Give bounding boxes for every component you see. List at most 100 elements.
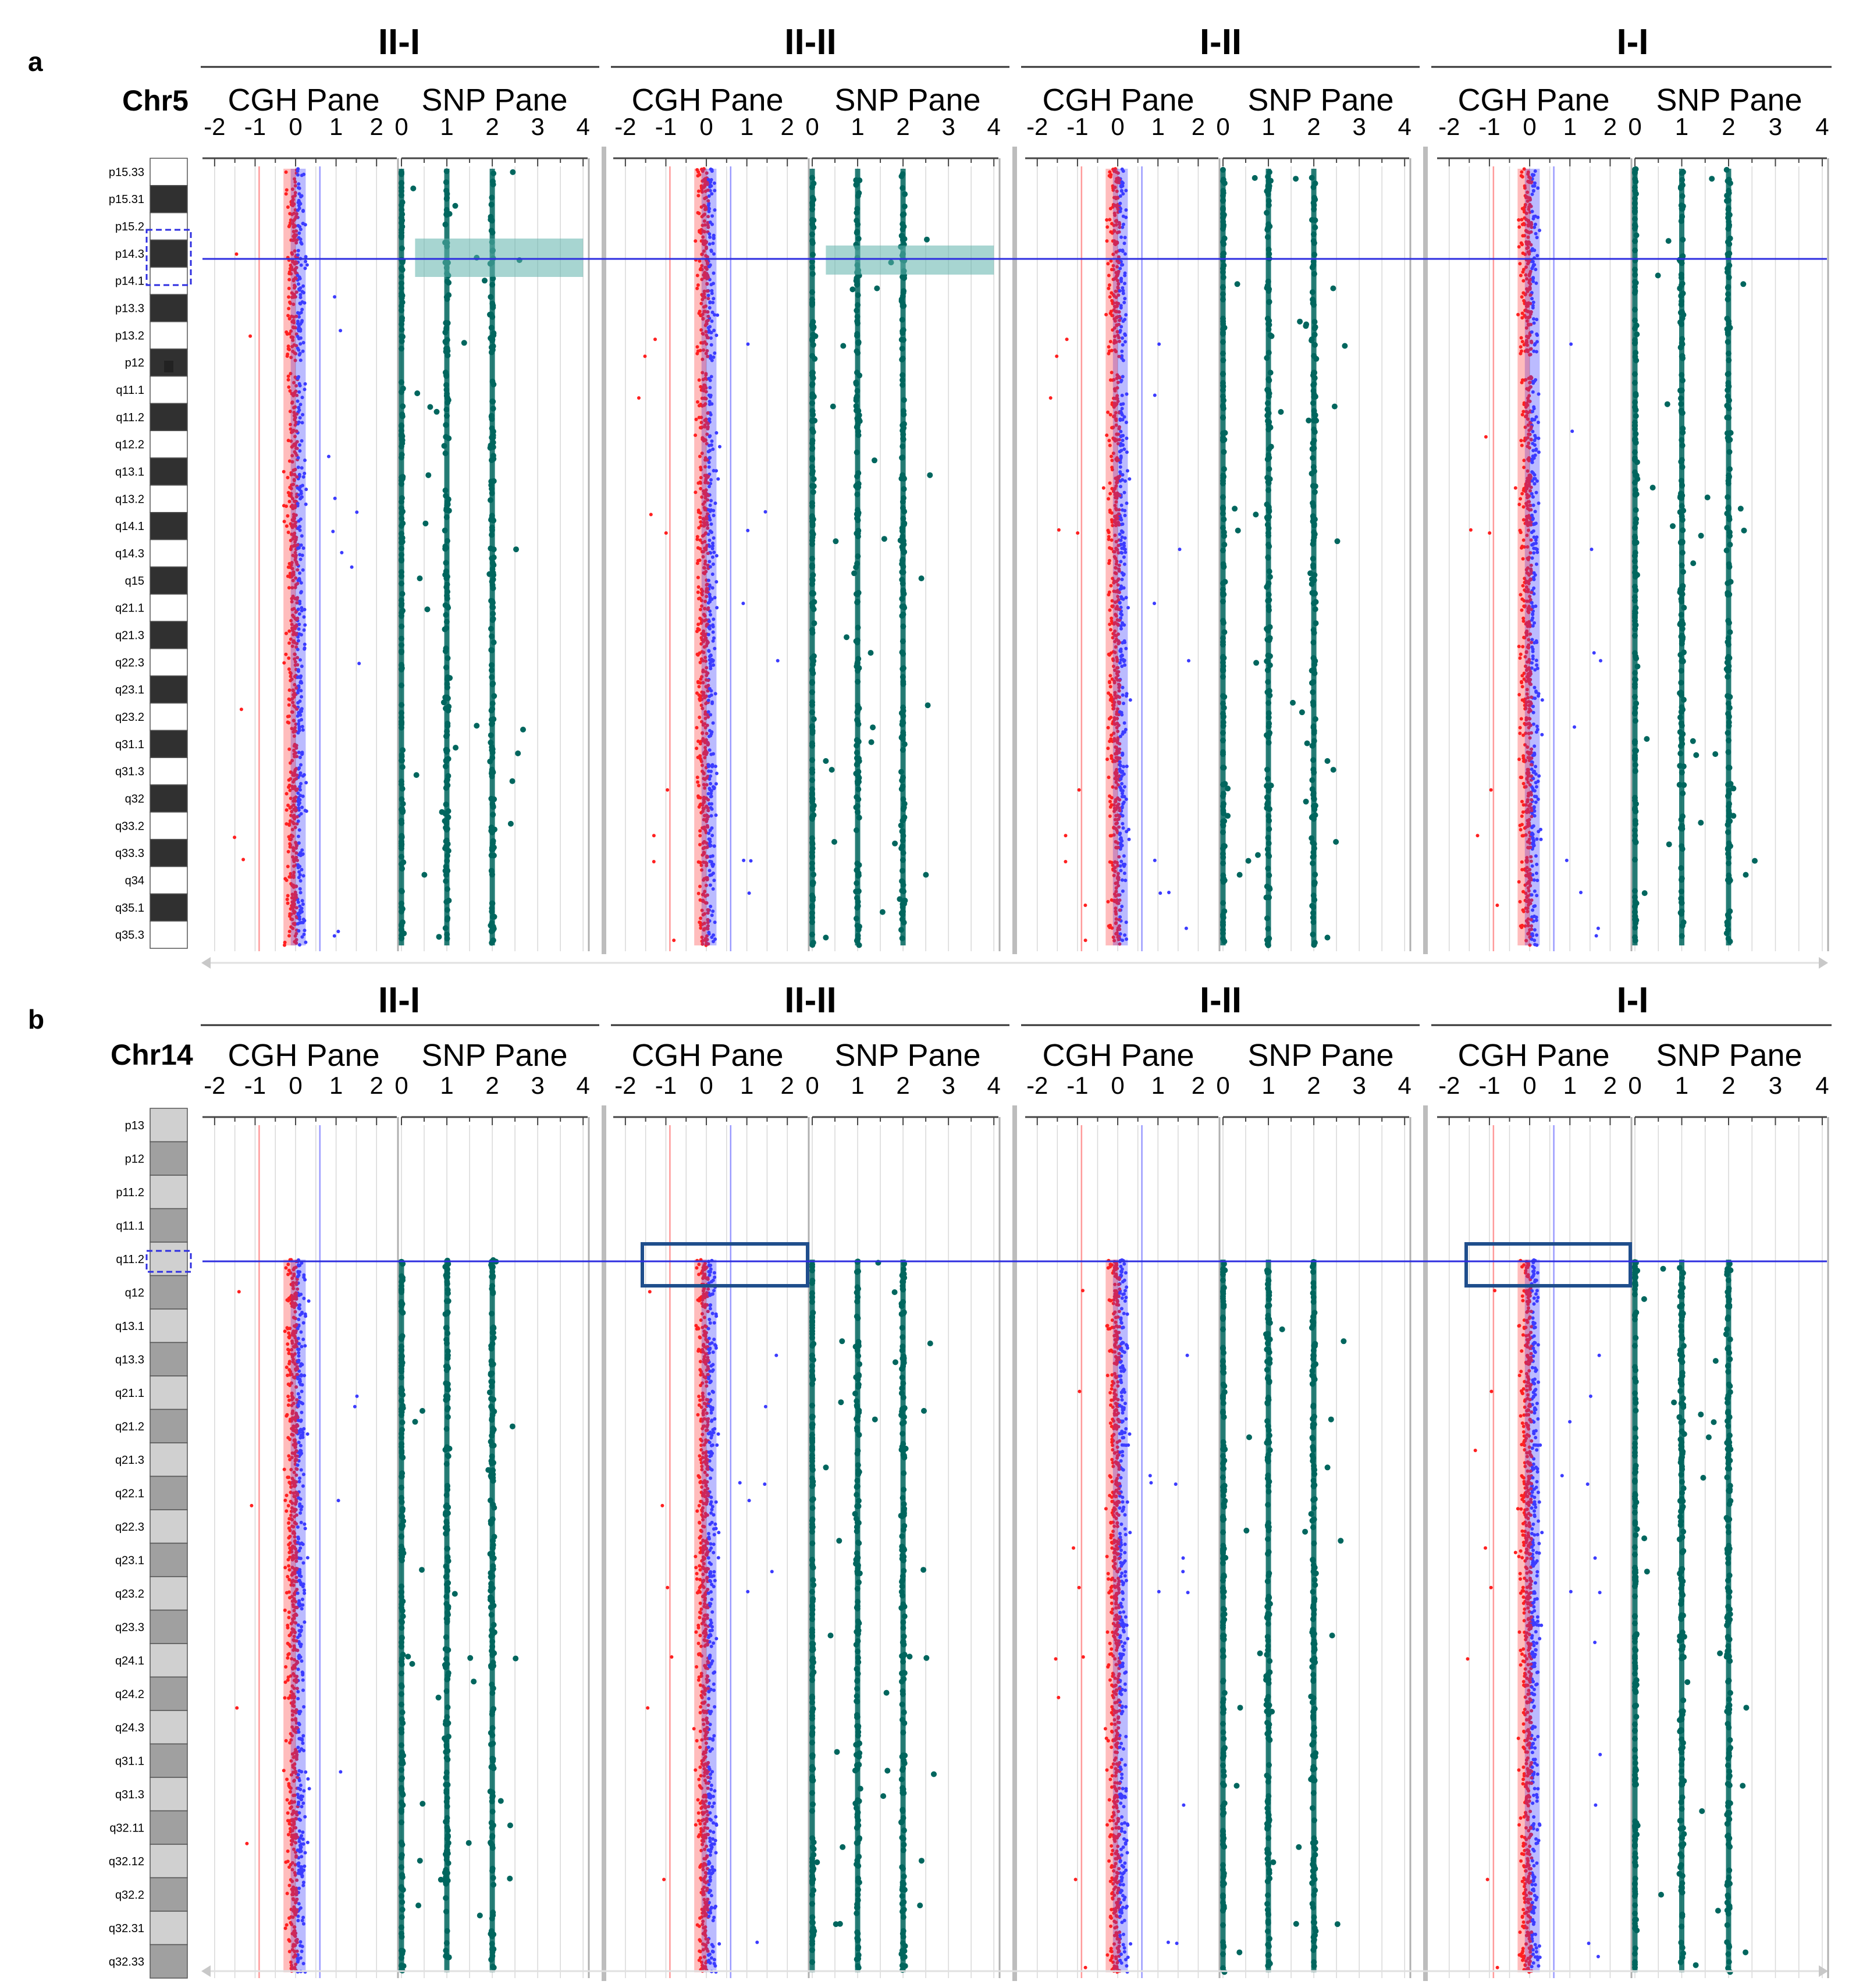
cgh-point — [295, 822, 299, 826]
snp-pane-title: SNP Pane — [834, 1038, 980, 1073]
snp-tick-label: 1 — [1261, 1072, 1275, 1099]
cgh-point — [1573, 725, 1576, 729]
cgh-point — [295, 773, 299, 777]
snp-point — [892, 840, 898, 847]
cgh-point — [652, 860, 656, 863]
cgh-point — [300, 664, 304, 668]
snp-point — [829, 767, 835, 773]
snp-point — [1330, 285, 1336, 291]
cgh-point — [303, 929, 307, 933]
cgh-point — [300, 935, 304, 939]
cgh-point — [297, 337, 301, 340]
cgh-point — [298, 351, 302, 355]
snp-tick-label: 3 — [531, 113, 544, 140]
group-divider — [602, 147, 606, 954]
snp-tick-label: 3 — [1769, 113, 1782, 140]
cgh-point — [643, 354, 647, 358]
snp-point — [1232, 506, 1238, 512]
chromosome-label-chr5: Chr5 — [122, 84, 189, 117]
snp-point — [881, 536, 887, 542]
cgh-point — [297, 612, 301, 616]
snp-tick-label: 1 — [1675, 1072, 1688, 1099]
cgh-point — [295, 393, 299, 397]
snp-point — [510, 169, 516, 175]
cgh-point — [296, 568, 300, 572]
snp-tick-label: 4 — [1815, 113, 1829, 140]
panel-a-scatter — [233, 166, 1758, 948]
cgh-point — [1128, 477, 1132, 481]
cgh-tick-label: -1 — [1478, 113, 1500, 140]
snp-point — [1324, 758, 1331, 764]
cgh-pane-title: CGH Pane — [1457, 1038, 1609, 1073]
sample-title-i-i-b: I-I — [1616, 980, 1648, 1020]
cgh-point — [290, 586, 294, 590]
cgh-point — [742, 858, 746, 862]
cgh-point — [291, 613, 295, 617]
cgh-tick-label: 0 — [289, 1072, 302, 1099]
cgh-tick-label: 1 — [740, 113, 753, 140]
cgh-tick-label: -1 — [1066, 1072, 1088, 1099]
cgh-point — [340, 550, 344, 554]
cgh-point — [299, 812, 303, 816]
snp-tick-label: 2 — [1307, 113, 1320, 140]
cgh-point — [299, 263, 303, 267]
cgh-point — [1187, 659, 1190, 663]
cgh-point — [1057, 528, 1061, 532]
cgh-density-core — [283, 169, 296, 945]
cgh-density-core — [1105, 169, 1118, 945]
cgh-point — [303, 607, 307, 611]
group-divider — [602, 1105, 606, 1981]
cgh-point — [1076, 531, 1080, 535]
cgh-point — [297, 231, 301, 235]
snp-point — [1331, 403, 1338, 410]
cgh-point — [297, 828, 301, 832]
cgh-point — [295, 238, 299, 242]
scatter-data — [233, 166, 1758, 1975]
snp-pane-title: SNP Pane — [1247, 1038, 1393, 1073]
cgh-pane-title: CGH Pane — [631, 1038, 783, 1073]
cgh-point — [652, 834, 656, 838]
snp-point — [452, 202, 458, 209]
cgh-point — [1594, 934, 1598, 938]
cgh-point — [666, 788, 670, 792]
cgh-point — [746, 528, 750, 532]
snp-point — [436, 934, 442, 940]
cgh-point — [241, 858, 246, 862]
snp-point — [482, 278, 488, 284]
snp-tick-label: 3 — [941, 1072, 955, 1099]
snp-point — [515, 750, 521, 756]
snp-point — [1252, 175, 1258, 181]
cgh-point — [293, 468, 297, 471]
snp-point — [414, 390, 421, 396]
cgh-point — [293, 660, 297, 664]
snp-pane-title: SNP Pane — [1247, 83, 1393, 118]
cgh-point — [331, 529, 335, 534]
cgh-point — [298, 891, 303, 895]
cgh-point — [300, 609, 304, 613]
cgh-pane-title: CGH Pane — [1042, 1038, 1194, 1073]
cgh-point — [294, 421, 298, 425]
cgh-point — [297, 315, 301, 319]
cgh-point — [297, 627, 301, 631]
panel-letter-b: b — [28, 1004, 44, 1034]
cgh-point — [298, 755, 302, 759]
snp-point — [1278, 409, 1284, 415]
cgh-point — [300, 848, 304, 852]
cgh-point — [300, 396, 304, 400]
snp-tick-label: 2 — [485, 113, 499, 140]
cgh-point — [288, 389, 292, 393]
snp-tick-label: 3 — [1352, 113, 1366, 140]
cgh-tick-label: 0 — [1111, 1072, 1124, 1099]
cgh-point — [294, 351, 298, 355]
cgh-point — [293, 177, 297, 181]
cgh-point — [300, 421, 304, 425]
cgh-point — [776, 659, 780, 663]
cgh-point — [350, 565, 354, 569]
cgh-tick-label: 2 — [781, 113, 794, 140]
cgh-tick-label: -2 — [614, 113, 636, 140]
cgh-point — [293, 550, 297, 554]
cgh-point — [298, 788, 302, 792]
cgh-point — [296, 456, 300, 460]
snp-tick-label: 0 — [1628, 1072, 1641, 1099]
cgh-point — [672, 938, 676, 943]
